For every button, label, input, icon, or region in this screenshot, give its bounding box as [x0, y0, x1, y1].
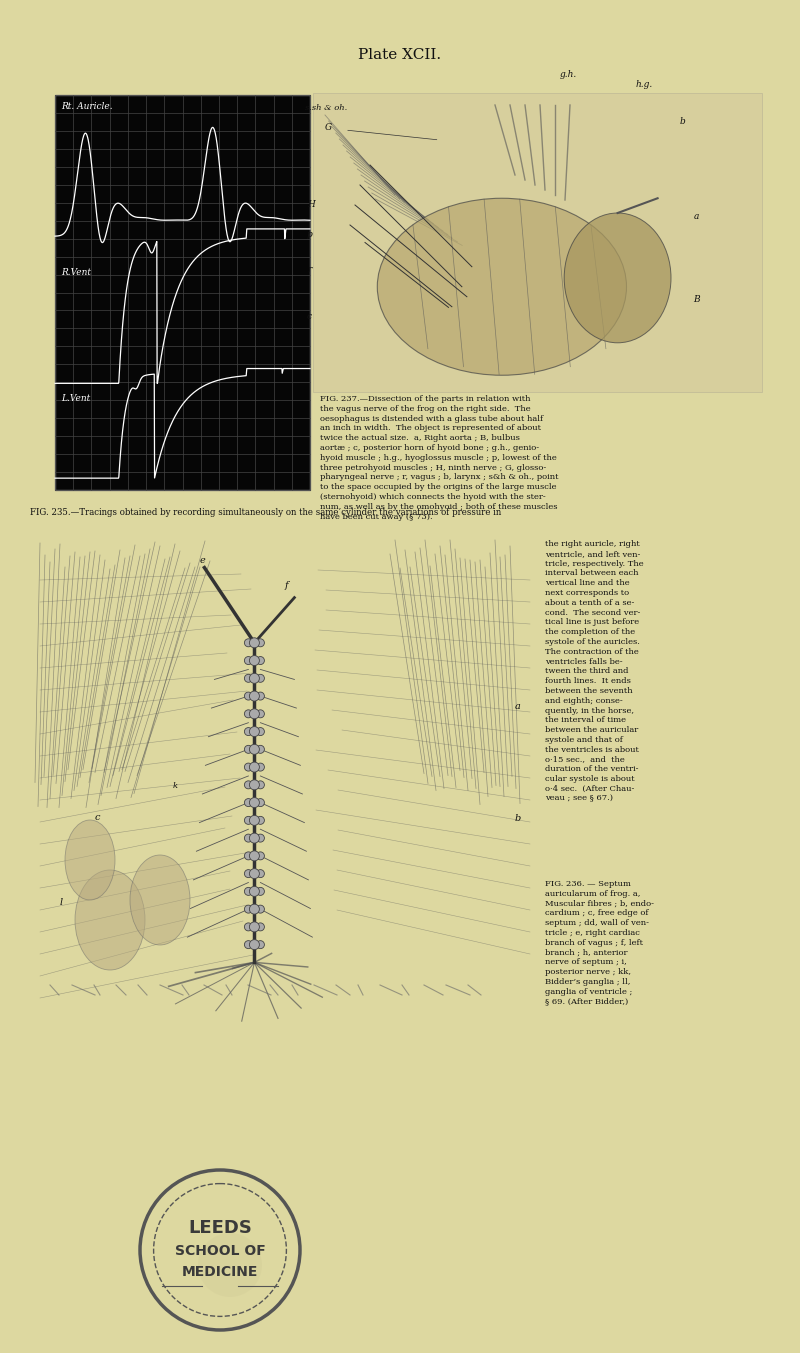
- Circle shape: [256, 833, 264, 842]
- FancyBboxPatch shape: [30, 530, 540, 1000]
- Circle shape: [250, 851, 259, 861]
- Text: e: e: [199, 556, 205, 564]
- Circle shape: [250, 744, 259, 755]
- Text: G: G: [325, 123, 332, 133]
- Ellipse shape: [378, 199, 626, 375]
- Text: g.h.: g.h.: [560, 70, 577, 78]
- Circle shape: [245, 728, 253, 736]
- Circle shape: [250, 833, 259, 843]
- Circle shape: [250, 762, 259, 773]
- Circle shape: [250, 779, 259, 790]
- Text: H: H: [307, 200, 315, 210]
- Circle shape: [250, 921, 259, 932]
- Text: the right auricle, right
ventricle, and left ven-
tricle, respectively. The
inte: the right auricle, right ventricle, and …: [545, 540, 644, 802]
- Circle shape: [250, 637, 259, 648]
- Text: FIG. 236. — Septum
auricularum of frog. a,
Muscular fibres ; b, endo-
cardium ; : FIG. 236. — Septum auricularum of frog. …: [545, 879, 654, 1005]
- Text: b: b: [680, 118, 686, 126]
- Circle shape: [245, 940, 253, 948]
- Text: FIG. 237.—Dissection of the parts in relation with
the vagus nerve of the frog o: FIG. 237.—Dissection of the parts in rel…: [320, 395, 558, 521]
- Circle shape: [245, 656, 253, 664]
- Ellipse shape: [75, 870, 145, 970]
- FancyBboxPatch shape: [313, 93, 762, 392]
- Circle shape: [245, 746, 253, 754]
- Circle shape: [245, 710, 253, 718]
- Text: SCHOOL OF: SCHOOL OF: [174, 1243, 266, 1258]
- Text: c: c: [95, 813, 101, 823]
- Text: s.sh & oh.: s.sh & oh.: [305, 104, 347, 112]
- Circle shape: [250, 727, 259, 736]
- Circle shape: [256, 656, 264, 664]
- Text: r: r: [307, 265, 311, 275]
- Circle shape: [256, 940, 264, 948]
- Circle shape: [256, 639, 264, 647]
- Text: l: l: [60, 898, 63, 907]
- Circle shape: [198, 1233, 262, 1298]
- Text: R.Vent: R.Vent: [61, 268, 91, 277]
- Circle shape: [245, 870, 253, 878]
- Circle shape: [256, 870, 264, 878]
- Circle shape: [256, 888, 264, 896]
- Ellipse shape: [130, 855, 190, 944]
- Circle shape: [245, 923, 253, 931]
- Circle shape: [245, 763, 253, 771]
- Text: LEEDS: LEEDS: [188, 1219, 252, 1237]
- Circle shape: [250, 816, 259, 825]
- Text: L.Vent: L.Vent: [61, 394, 90, 403]
- Text: k: k: [173, 782, 178, 790]
- Circle shape: [256, 816, 264, 824]
- Circle shape: [256, 798, 264, 806]
- Circle shape: [256, 746, 264, 754]
- Circle shape: [250, 656, 259, 666]
- Circle shape: [256, 763, 264, 771]
- Circle shape: [250, 691, 259, 701]
- Text: FIG. 235.—Tracings obtained by recording simultaneously on the same cylinder the: FIG. 235.—Tracings obtained by recording…: [30, 507, 502, 517]
- Circle shape: [250, 674, 259, 683]
- Circle shape: [245, 852, 253, 861]
- Circle shape: [250, 939, 259, 950]
- Circle shape: [245, 674, 253, 682]
- Text: MEDICINE: MEDICINE: [182, 1265, 258, 1279]
- Text: p: p: [307, 230, 313, 238]
- Circle shape: [245, 816, 253, 824]
- Text: b: b: [515, 815, 522, 824]
- Circle shape: [256, 674, 264, 682]
- Circle shape: [250, 886, 259, 897]
- Ellipse shape: [65, 820, 115, 900]
- Circle shape: [256, 710, 264, 718]
- Text: c: c: [307, 313, 312, 321]
- Text: a: a: [515, 702, 521, 710]
- Circle shape: [250, 904, 259, 915]
- Circle shape: [245, 781, 253, 789]
- Circle shape: [256, 781, 264, 789]
- Text: f: f: [285, 580, 288, 590]
- Text: a: a: [694, 212, 698, 221]
- Text: B: B: [694, 295, 700, 303]
- Circle shape: [256, 852, 264, 861]
- Circle shape: [250, 798, 259, 808]
- Circle shape: [245, 905, 253, 913]
- Text: Rt. Auricle.: Rt. Auricle.: [61, 101, 113, 111]
- FancyBboxPatch shape: [55, 95, 310, 490]
- Circle shape: [256, 728, 264, 736]
- Text: h.g.: h.g.: [635, 80, 653, 89]
- Circle shape: [245, 693, 253, 700]
- Circle shape: [245, 888, 253, 896]
- Circle shape: [256, 693, 264, 700]
- Circle shape: [250, 709, 259, 718]
- Text: Plate XCII.: Plate XCII.: [358, 47, 442, 62]
- Circle shape: [245, 798, 253, 806]
- Circle shape: [256, 905, 264, 913]
- Ellipse shape: [564, 212, 671, 342]
- Circle shape: [245, 833, 253, 842]
- Circle shape: [245, 639, 253, 647]
- Circle shape: [256, 923, 264, 931]
- Circle shape: [250, 869, 259, 878]
